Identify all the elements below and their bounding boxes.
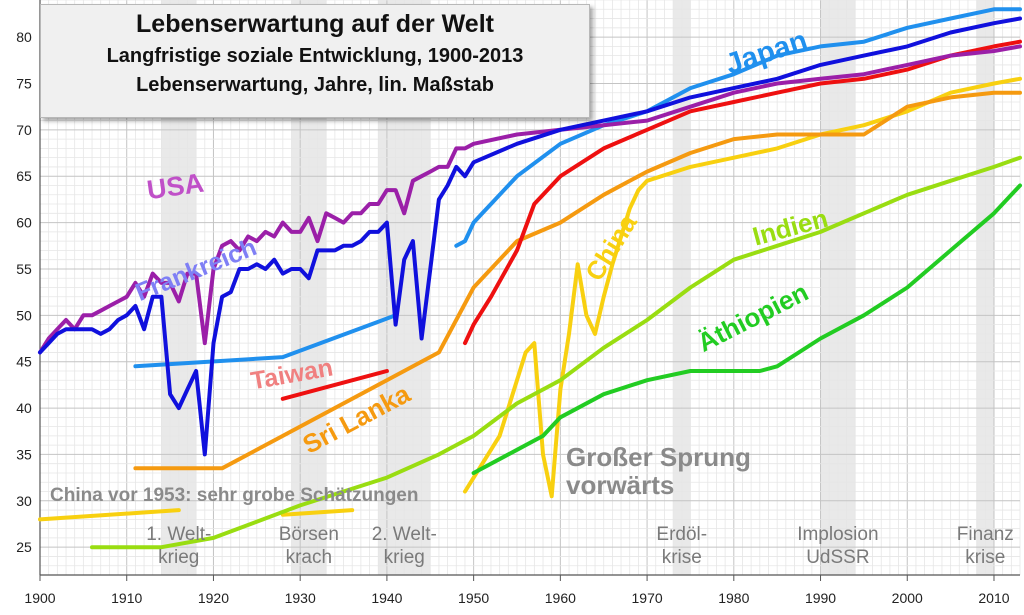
x-tick-label: 1910: [111, 590, 142, 606]
series-line-frankreich: [38, 16, 1022, 457]
x-tick-label: 1970: [632, 590, 663, 606]
chart-title: Lebenserwartung auf der Welt: [136, 10, 494, 38]
y-tick-label: 45: [16, 354, 32, 370]
x-tick-label: 1980: [718, 590, 749, 606]
crisis-label: 2. Welt-: [372, 524, 437, 545]
y-tick-label: 30: [16, 493, 32, 509]
x-tick-label: 2010: [978, 590, 1009, 606]
chart-subtitle: Langfristige soziale Entwicklung, 1900-2…: [106, 45, 524, 67]
title-box: Lebenserwartung auf der Welt Langfristig…: [40, 4, 590, 118]
x-tick-label: 1950: [458, 590, 489, 606]
crisis-label: krise: [662, 547, 702, 568]
x-tick-label: 2000: [892, 590, 923, 606]
x-tick-label: 1900: [24, 590, 55, 606]
x-tick-label: 1930: [285, 590, 316, 606]
crisis-label: 1. Welt-: [146, 524, 211, 545]
chart-subtitle-2: Lebenserwartung, Jahre, lin. Maßstab: [136, 74, 494, 96]
y-tick-label: 60: [16, 215, 32, 231]
series-line-indien: [90, 155, 1022, 550]
annotations: China vor 1953: sehr grobe Schätzungen Gr…: [50, 442, 751, 506]
y-tick-label: 80: [16, 29, 32, 45]
series-line-japan: [133, 7, 1022, 369]
series-line-srilanka: [133, 90, 1022, 471]
annotation-grosser-sprung: vorwärts: [566, 470, 674, 500]
crisis-label: Börsen: [279, 524, 339, 545]
y-tick-label: 25: [16, 539, 32, 555]
series-line-china: [38, 76, 1022, 522]
series-lines: [38, 7, 1022, 550]
series-line-taiwan: [280, 39, 1022, 401]
y-tick-label: 65: [16, 168, 32, 184]
crisis-label: UdSSR: [806, 547, 869, 568]
y-tick-label: 35: [16, 446, 32, 462]
x-tick-label: 1920: [198, 590, 229, 606]
y-tick-label: 55: [16, 261, 32, 277]
y-tick-label: 40: [16, 400, 32, 416]
y-tick-label: 50: [16, 307, 32, 323]
y-tick-label: 70: [16, 122, 32, 138]
crisis-label: krieg: [158, 547, 199, 568]
crisis-label: krach: [286, 547, 332, 568]
crisis-label: Erdöl-: [656, 524, 707, 545]
crisis-label: Finanz: [957, 524, 1014, 545]
x-tick-label: 1990: [805, 590, 836, 606]
series-line-usa: [38, 44, 1022, 355]
x-tick-label: 1960: [545, 590, 576, 606]
crisis-label: Implosion: [797, 524, 878, 545]
crisis-label: krieg: [384, 547, 425, 568]
series-line-aethiopien: [471, 183, 1022, 475]
x-tick-label: 1940: [371, 590, 402, 606]
annotation-grosser-sprung: Großer Sprung: [566, 442, 751, 472]
y-tick-label: 75: [16, 75, 32, 91]
axes: 1900 1910 1920 1930 1940 1950 1960 1970 1980 1990…: [16, 0, 1020, 606]
crisis-label: krise: [965, 547, 1005, 568]
annotation-china-pre1953: China vor 1953: sehr grobe Schätzungen: [50, 485, 418, 506]
